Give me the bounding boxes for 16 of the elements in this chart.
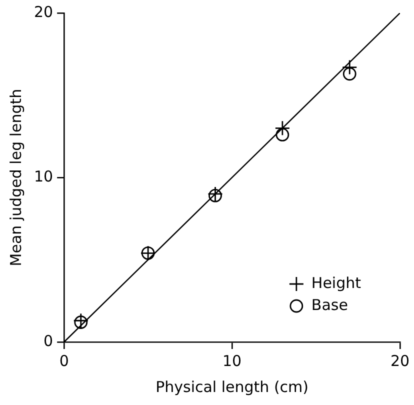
legend-label: Base <box>311 296 348 314</box>
legend-label: Height <box>311 274 362 292</box>
point <box>276 128 290 142</box>
x-tick-label: 10 <box>222 352 242 370</box>
x-axis-title: Physical length (cm) <box>156 378 309 396</box>
y-axis-title: Mean judged leg length <box>6 88 25 266</box>
y-tick-label: 10 <box>34 167 54 186</box>
x-tick-label: 0 <box>59 352 69 370</box>
point <box>73 312 89 328</box>
point <box>74 316 88 329</box>
y-tick-label: 0 <box>44 332 54 350</box>
point <box>342 67 356 81</box>
y-tick-label: 20 <box>34 2 54 21</box>
x-tick-label: 20 <box>390 352 410 370</box>
point <box>274 120 290 136</box>
point <box>342 60 358 75</box>
